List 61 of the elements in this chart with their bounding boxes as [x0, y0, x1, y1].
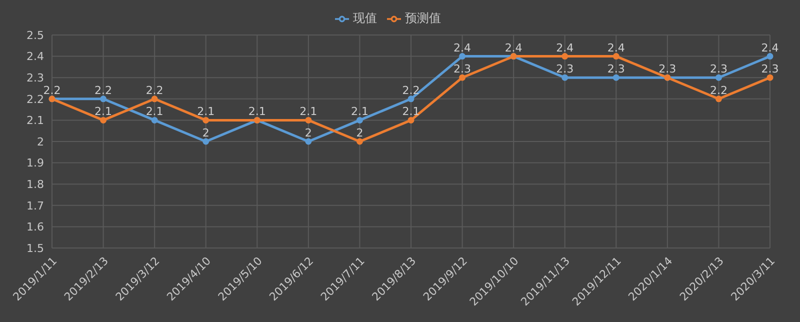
point — [408, 96, 414, 102]
point — [408, 116, 414, 124]
data-label: 2.4 — [556, 41, 574, 54]
y-tick-label: 1.8 — [26, 178, 44, 192]
data-label: 2.4 — [454, 41, 472, 54]
legend-label: 现值 — [353, 11, 377, 25]
point — [459, 53, 466, 60]
point — [766, 74, 774, 81]
data-label: 2.3 — [607, 62, 625, 76]
data-label: 2.2 — [402, 84, 420, 97]
point — [305, 138, 312, 145]
data-label: 2.3 — [556, 62, 574, 76]
data-label: 2.1 — [300, 105, 318, 118]
y-tick-label: 2.1 — [26, 114, 44, 128]
data-label: 2.1 — [402, 105, 420, 118]
data-label: 2.2 — [43, 84, 61, 97]
data-label: 2 — [202, 126, 210, 140]
y-tick-label: 2.4 — [26, 50, 44, 64]
y-tick-label: 2.2 — [26, 92, 44, 106]
point — [151, 116, 158, 124]
point — [715, 96, 722, 102]
point — [459, 74, 466, 81]
data-label: 2.4 — [761, 41, 779, 54]
y-tick-label: 2.3 — [26, 72, 44, 85]
legend-label: 预测值 — [405, 11, 441, 25]
data-label: 2.3 — [761, 62, 779, 76]
data-label: 2.3 — [658, 62, 676, 76]
point — [356, 116, 363, 124]
y-tick-label: 2 — [37, 135, 44, 148]
data-label: 2.2 — [146, 84, 164, 97]
data-label: 2.4 — [504, 41, 522, 54]
data-label: 2.1 — [94, 105, 112, 118]
point — [151, 96, 158, 102]
point — [202, 138, 210, 145]
point — [612, 53, 620, 60]
data-label: 2.2 — [94, 84, 112, 97]
point — [612, 74, 620, 81]
y-tick-label: 1.6 — [26, 220, 44, 234]
y-tick-label: 1.9 — [26, 156, 44, 170]
y-tick-label: 2.5 — [26, 28, 44, 42]
data-label: 2.1 — [146, 105, 164, 118]
data-label: 2.1 — [197, 105, 215, 118]
data-label: 2 — [356, 126, 364, 140]
point — [100, 96, 107, 102]
data-label: 2.2 — [710, 84, 728, 97]
point — [766, 53, 774, 60]
data-label: 2.3 — [454, 62, 472, 76]
point — [356, 138, 363, 145]
point — [562, 53, 568, 60]
point — [100, 116, 107, 124]
data-label: 2.1 — [248, 105, 266, 118]
point — [202, 116, 210, 124]
point — [305, 116, 312, 124]
data-label: 2.1 — [350, 105, 368, 118]
point — [562, 74, 568, 81]
data-label: 2 — [304, 126, 312, 140]
point — [715, 74, 722, 81]
data-label: 2.4 — [607, 41, 625, 54]
y-tick-label: 1.7 — [26, 199, 44, 212]
y-tick-label: 1.5 — [26, 242, 44, 255]
data-label: 2.3 — [710, 62, 728, 76]
